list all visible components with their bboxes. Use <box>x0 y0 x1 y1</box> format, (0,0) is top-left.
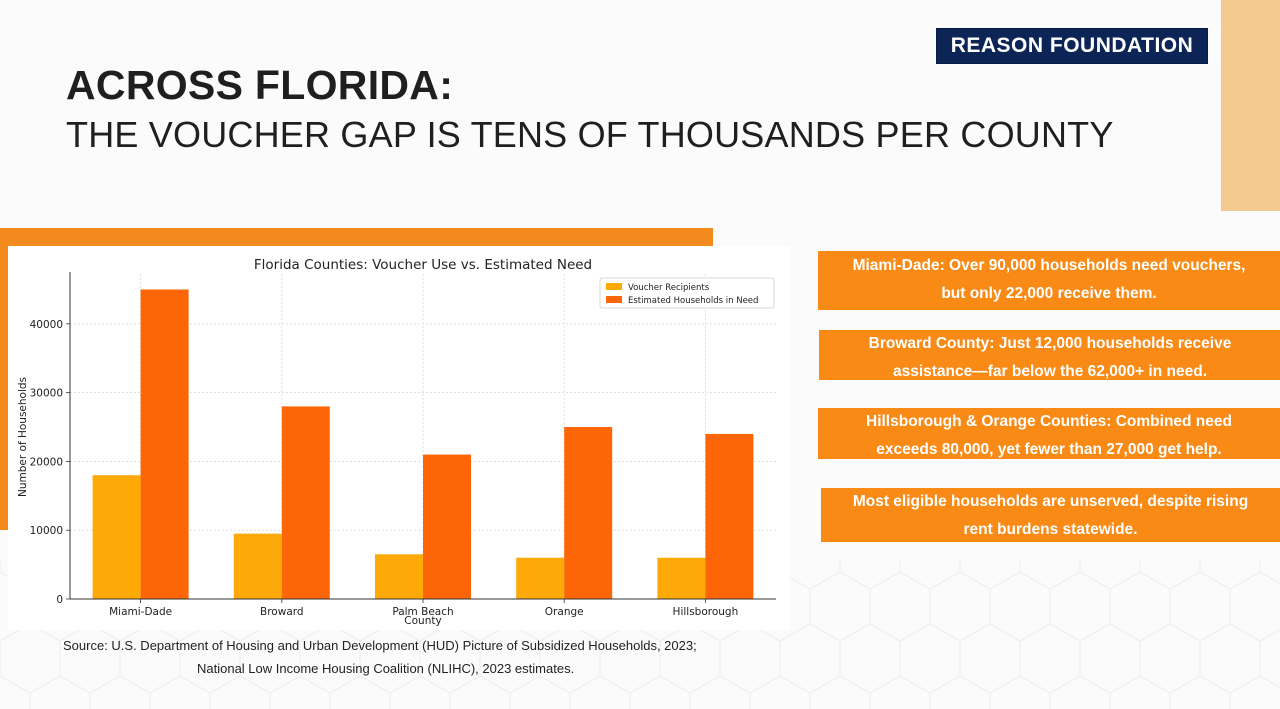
callout-line: rent burdens statewide. <box>963 521 1138 538</box>
callout-hillsborough-orange: Hillsborough & Orange Counties: Combined… <box>818 408 1280 459</box>
y-tick-label: 30000 <box>30 388 63 400</box>
x-axis-label: County <box>404 615 441 627</box>
callout-line: Most eligible households are unserved, d… <box>852 493 1249 510</box>
bar-households-in-need <box>705 433 754 599</box>
bar-chart: Florida Counties: Voucher Use vs. Estima… <box>17 257 776 627</box>
y-axis-label: Number of Households <box>17 377 29 497</box>
legend-swatch <box>606 296 622 303</box>
y-tick-label: 10000 <box>30 525 63 537</box>
right-accent-block <box>1221 0 1280 211</box>
chart-legend: Voucher Recipients Estimated Households i… <box>599 277 775 309</box>
callout-miami-dade: Miami-Dade: Over 90,000 households need … <box>818 251 1280 310</box>
y-tick-label: 40000 <box>30 319 63 331</box>
callout-broward: Broward County: Just 12,000 households r… <box>819 330 1280 380</box>
y-tick-label: 20000 <box>30 456 63 468</box>
bar-households-in-need <box>564 427 613 599</box>
page-subtitle: THE VOUCHER GAP IS TENS OF THOUSANDS PER… <box>66 114 1114 155</box>
brand-logo: REASON FOUNDATION <box>936 28 1208 64</box>
y-tick-label: 0 <box>56 594 63 606</box>
legend-label: Estimated Households in Need <box>628 296 758 306</box>
source-line-2: National Low Income Housing Coalition (N… <box>197 661 575 676</box>
bar-households-in-need <box>281 406 330 599</box>
bar-voucher-recipients <box>516 557 565 599</box>
callout-line: Broward County: Just 12,000 households r… <box>868 335 1232 352</box>
callout-statewide: Most eligible households are unserved, d… <box>821 488 1280 542</box>
bar-voucher-recipients <box>657 557 706 599</box>
callout-line: Hillsborough & Orange Counties: Combined… <box>866 413 1232 430</box>
bar-households-in-need <box>423 454 471 599</box>
bar-voucher-recipients <box>92 475 141 599</box>
accent-bar-vertical <box>0 228 8 530</box>
legend-swatch <box>606 283 622 290</box>
bar-households-in-need <box>140 289 189 599</box>
callout-line: Miami-Dade: Over 90,000 households need … <box>852 257 1246 274</box>
callout-line: assistance—far below the 62,000+ in need… <box>892 363 1207 380</box>
x-tick-label: Broward <box>260 606 304 618</box>
bar-voucher-recipients <box>233 533 282 599</box>
legend-box <box>599 277 775 309</box>
source-line-1: Source: U.S. Department of Housing and U… <box>63 638 697 653</box>
x-tick-label: Palm Beach <box>392 606 453 618</box>
accent-bar-horizontal <box>0 228 713 246</box>
callout-line: but only 22,000 receive them. <box>941 285 1157 302</box>
x-tick-label: Orange <box>545 606 584 618</box>
chart-container: Florida Counties: Voucher Use vs. Estima… <box>8 246 790 630</box>
x-tick-label: Miami-Dade <box>109 606 172 618</box>
callout-line: exceeds 80,000, yet fewer than 27,000 ge… <box>876 441 1222 458</box>
legend-label: Voucher Recipients <box>628 283 710 293</box>
chart-title: Florida Counties: Voucher Use vs. Estima… <box>254 257 592 273</box>
page-title: ACROSS FLORIDA: <box>66 62 454 108</box>
x-tick-label: Hillsborough <box>673 606 739 618</box>
bar-voucher-recipients <box>375 554 423 599</box>
